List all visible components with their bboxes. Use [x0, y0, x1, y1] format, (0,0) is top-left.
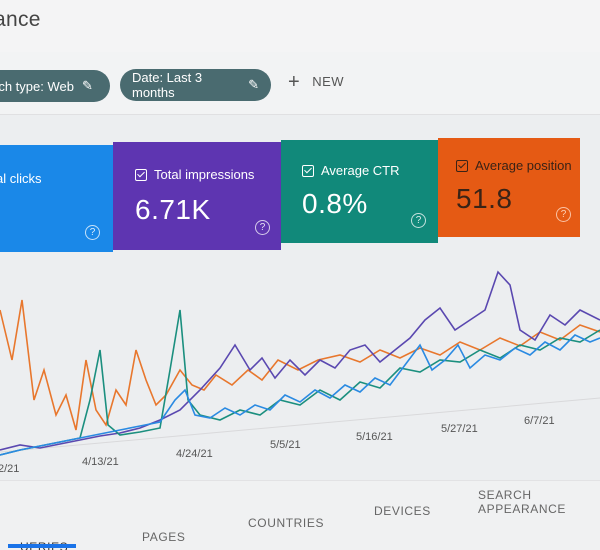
x-tick-label: 2/21 [0, 463, 20, 475]
page-title: ance [0, 8, 41, 31]
new-filter-button[interactable]: + NEW [288, 70, 345, 93]
x-tick-label: 5/16/21 [356, 431, 393, 443]
checkbox-icon[interactable] [135, 168, 147, 181]
help-icon[interactable]: ? [255, 220, 270, 235]
search-type-label: rch type: Web [0, 78, 74, 94]
pencil-icon[interactable]: ✎ [248, 77, 259, 92]
tab-search-appearance[interactable]: SEARCH APPEARANCE [478, 488, 567, 516]
average-position-label: Average position [456, 158, 572, 173]
total-clicks-label: al clicks [0, 171, 42, 186]
average-ctr-card[interactable]: Average CTR 0.8% ? [281, 140, 438, 243]
performance-chart [0, 270, 600, 456]
series-line-total-impressions [0, 270, 600, 451]
total-impressions-label: Total impressions [135, 167, 254, 182]
x-tick-label: 4/13/21 [82, 456, 119, 468]
new-filter-label: NEW [312, 74, 345, 89]
tab-countries[interactable]: COUNTRIES [248, 516, 325, 530]
help-icon[interactable]: ? [85, 225, 100, 240]
total-clicks-card[interactable]: al clicks ? [0, 145, 113, 252]
x-tick-label: 5/5/21 [270, 439, 301, 451]
total-impressions-card[interactable]: Total impressions 6.71K ? [113, 142, 281, 250]
x-tick-label: 4/24/21 [176, 448, 213, 460]
tab-pages[interactable]: PAGES [142, 530, 186, 544]
series-line-average-ctr [0, 309, 600, 456]
series-line-average-position [0, 299, 600, 431]
x-tick-label: 5/27/21 [441, 423, 478, 435]
average-position-value: 51.8 [456, 183, 513, 214]
date-filter-label: Date: Last 3 months [132, 70, 203, 100]
plus-icon: + [288, 70, 301, 93]
tab-devices[interactable]: DEVICES [374, 504, 431, 518]
checkbox-icon[interactable] [456, 159, 468, 172]
checkbox-icon[interactable] [302, 164, 314, 177]
dimension-tabs [0, 480, 600, 550]
average-position-card[interactable]: Average position 51.8 ? [438, 138, 580, 237]
active-tab-indicator [8, 544, 76, 548]
pencil-icon[interactable]: ✎ [81, 78, 93, 93]
x-tick-label: 6/7/21 [524, 415, 555, 427]
search-type-filter-chip[interactable]: rch type: Web ✎ [0, 70, 110, 102]
series-line-total-clicks [0, 334, 600, 456]
average-ctr-value: 0.8% [302, 188, 368, 219]
help-icon[interactable]: ? [411, 213, 426, 228]
average-ctr-label: Average CTR [302, 163, 400, 178]
help-icon[interactable]: ? [556, 207, 571, 222]
chart-baseline [0, 397, 600, 453]
total-impressions-value: 6.71K [135, 194, 211, 225]
date-filter-chip[interactable]: Date: Last 3 months ✎ [120, 69, 271, 101]
